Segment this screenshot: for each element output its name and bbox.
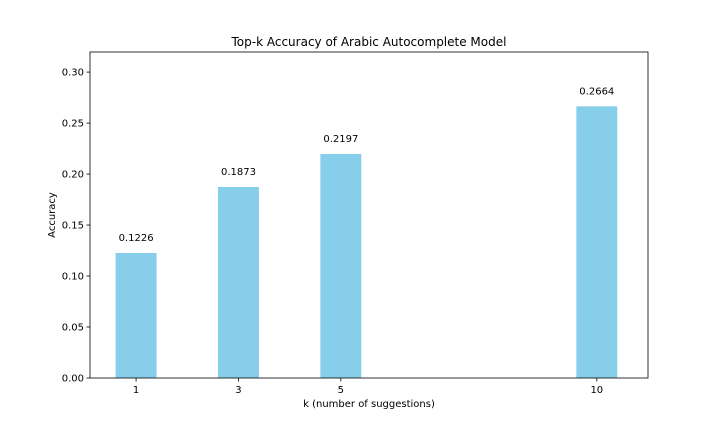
y-tick-label: 0.05 (62, 323, 84, 334)
x-axis-ticks: 1 3 5 10 (133, 378, 603, 396)
x-tick-label: 5 (338, 385, 344, 396)
data-labels: 0.1226 0.1873 0.2197 0.2664 (119, 86, 615, 244)
plot-frame (89, 51, 649, 379)
x-tick-label: 10 (590, 385, 603, 396)
data-label-k-1: 0.1226 (119, 233, 154, 244)
y-tick-label: 0.00 (62, 374, 84, 385)
data-label-k-10: 0.2664 (579, 86, 614, 97)
x-tick-label: 3 (235, 385, 241, 396)
x-axis-label: k (number of suggestions) (303, 399, 435, 410)
y-axis-label: Accuracy (47, 192, 58, 238)
bar-k-1 (115, 252, 157, 378)
y-tick-label: 0.15 (62, 221, 84, 232)
data-label-k-3: 0.1873 (221, 167, 256, 178)
bar-k-5 (320, 153, 362, 378)
y-tick-label: 0.25 (62, 119, 84, 130)
y-tick-label: 0.10 (62, 272, 84, 283)
bar-k-10 (576, 106, 618, 378)
y-axis-ticks: 0.00 0.05 0.10 0.15 0.20 0.25 0.30 (62, 68, 90, 385)
bars (115, 106, 618, 378)
chart-title: Top-k Accuracy of Arabic Autocomplete Mo… (231, 35, 507, 49)
y-tick-label: 0.30 (62, 68, 84, 79)
bar-k-3 (217, 187, 259, 378)
y-tick-label: 0.20 (62, 170, 84, 181)
x-tick-label: 1 (133, 385, 139, 396)
data-label-k-5: 0.2197 (323, 134, 358, 145)
